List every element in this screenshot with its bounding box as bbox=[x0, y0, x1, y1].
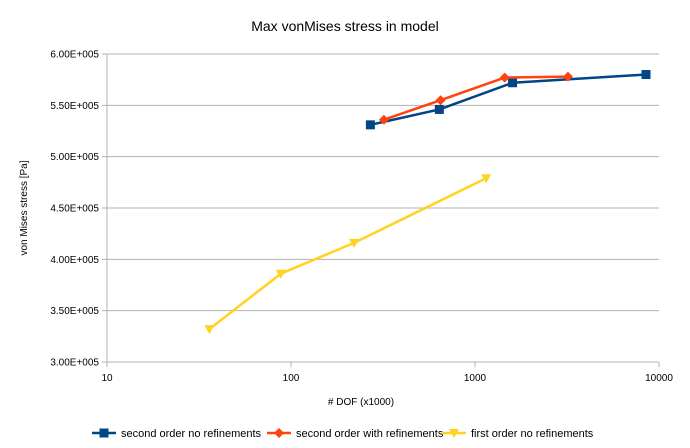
y-tick-label: 3.50E+005 bbox=[50, 306, 99, 317]
axes bbox=[102, 53, 660, 367]
gridlines bbox=[107, 53, 659, 363]
legend-item-2: second order with refinements bbox=[267, 428, 444, 440]
series-2 bbox=[378, 71, 573, 125]
data-point bbox=[481, 174, 492, 184]
legend-marker bbox=[449, 429, 459, 438]
series-line bbox=[208, 177, 487, 331]
data-point bbox=[378, 114, 389, 125]
x-axis-title: # DOF (x1000) bbox=[328, 397, 394, 408]
y-tick-label: 4.00E+005 bbox=[50, 255, 99, 266]
legend-marker bbox=[274, 428, 284, 438]
legend-marker bbox=[99, 428, 109, 438]
data-point bbox=[562, 71, 573, 82]
y-tick-label: 5.50E+005 bbox=[50, 101, 99, 112]
legend-item-1: second order no refinements bbox=[92, 428, 262, 440]
data-point bbox=[508, 78, 518, 88]
series-1 bbox=[365, 70, 651, 130]
x-tick-label: 10 bbox=[101, 373, 113, 384]
x-tick-label: 1000 bbox=[464, 373, 487, 384]
x-tick-labels: 10 100 1000 10000 bbox=[101, 373, 673, 384]
y-tick-label: 4.50E+005 bbox=[50, 204, 99, 215]
legend-label: second order no refinements bbox=[121, 428, 262, 440]
series bbox=[204, 70, 651, 335]
legend-label: first order no refinements bbox=[471, 428, 594, 440]
legend: second order no refinements second order … bbox=[92, 428, 594, 440]
data-point bbox=[204, 325, 215, 335]
y-tick-label: 5.00E+005 bbox=[50, 152, 99, 163]
data-point bbox=[641, 70, 651, 80]
chart-title: Max vonMises stress in model bbox=[251, 18, 439, 34]
y-tick-label: 3.00E+005 bbox=[50, 358, 99, 369]
data-point bbox=[365, 120, 375, 130]
y-axis-title: von Mises stress [Pa] bbox=[19, 160, 30, 255]
x-tick-label: 10000 bbox=[645, 373, 673, 384]
y-tick-labels: 3.00E+005 3.50E+005 4.00E+005 4.50E+005 5.00… bbox=[50, 50, 99, 369]
series-3 bbox=[204, 174, 492, 335]
data-point bbox=[275, 269, 286, 279]
y-tick-label: 6.00E+005 bbox=[50, 50, 99, 61]
legend-label: second order with refinements bbox=[296, 428, 444, 440]
x-tick-label: 100 bbox=[283, 373, 300, 384]
data-point bbox=[499, 72, 510, 83]
legend-item-3: first order no refinements bbox=[442, 428, 594, 440]
data-point bbox=[434, 104, 444, 114]
data-point bbox=[435, 95, 446, 106]
data-point bbox=[349, 238, 360, 248]
series-line bbox=[370, 73, 647, 127]
series-line bbox=[383, 75, 568, 121]
